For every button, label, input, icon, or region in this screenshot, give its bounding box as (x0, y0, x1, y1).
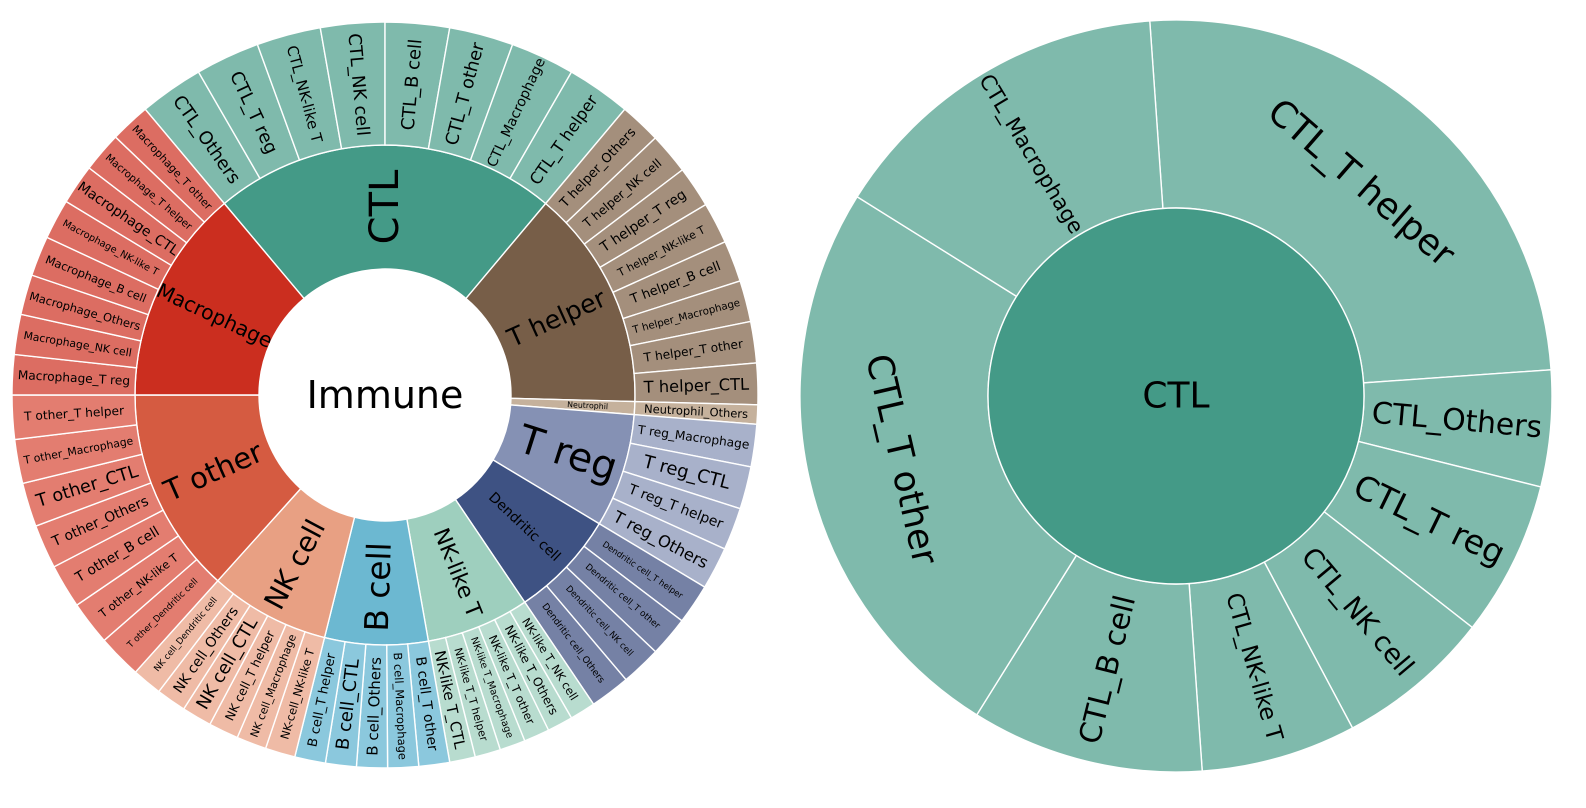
label-t-helper-ctl: T helper_CTL (642, 375, 749, 398)
root-center (259, 269, 511, 521)
label-neutrophil-others: Neutrophil_Others (644, 402, 749, 421)
label-macrophage-t-reg: Macrophage_T reg (17, 368, 130, 388)
root-label: Immune (307, 373, 464, 417)
label-neutrophil: Neutrophil (567, 400, 608, 411)
label-b-cell: B cell (358, 542, 399, 633)
label-t-other-t-helper: T other_T helper (23, 404, 126, 424)
label-b-cell-others: B cell_Others (363, 656, 385, 756)
root-label: CTL (1142, 376, 1209, 417)
label-ctl: CTL (362, 169, 408, 244)
label-b-cell-macrophage: B cell_Macrophage (391, 652, 410, 760)
segment-macrophage-t-other (114, 108, 226, 224)
root-center (987, 207, 1365, 585)
